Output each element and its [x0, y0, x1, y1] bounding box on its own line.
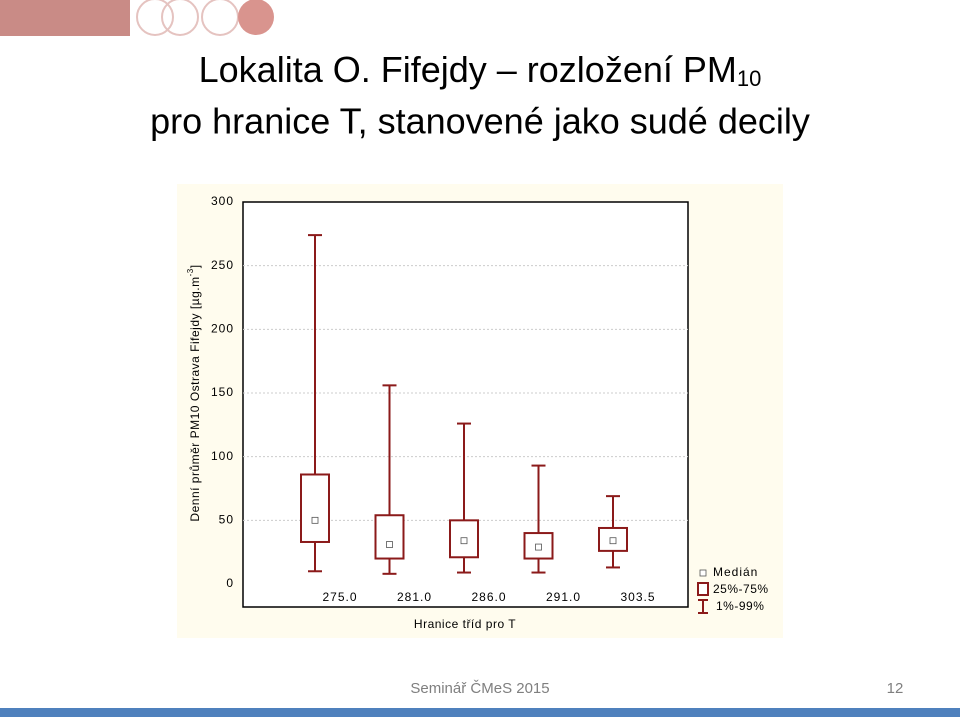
page-number: 12 [887, 680, 904, 697]
y-tick-label: 250 [211, 258, 234, 272]
y-tick-label: 300 [211, 194, 234, 208]
legend-label: 1%-99% [716, 599, 764, 613]
banner-circle [161, 0, 199, 36]
y-tick-label: 100 [211, 449, 234, 463]
box [523, 532, 554, 560]
x-tick-label: 303.5 [620, 590, 655, 604]
title-subscript: 10 [737, 66, 761, 91]
median [386, 541, 393, 548]
median [460, 537, 468, 545]
median [311, 516, 319, 524]
legend-median-icon [699, 569, 707, 577]
slide-title-line2: pro hranice T, stanovené jako sudé decil… [150, 101, 810, 142]
banner [0, 0, 960, 36]
x-tick-label: 286.0 [471, 590, 506, 604]
y-tick-label: 150 [211, 385, 234, 399]
y-label-text: Denní průměr PM10 Ostrava Fifejdy [µg.m [188, 276, 202, 521]
y-tick-label: 200 [211, 322, 234, 336]
y-axis-label: Denní průměr PM10 Ostrava Fifejdy [µg.m-… [186, 264, 202, 521]
box [300, 473, 330, 543]
x-tick-label: 281.0 [397, 590, 432, 604]
median [535, 543, 542, 551]
median [609, 537, 617, 545]
y-label-sup: -3 [186, 268, 195, 276]
legend-label: 25%-75% [713, 582, 769, 596]
slide-title: Lokalita O. Fifejdy – rozložení PM10 [199, 49, 762, 91]
y-label-end: ] [188, 264, 202, 268]
y-tick-label: 50 [219, 513, 234, 527]
x-tick-label: 291.0 [546, 590, 581, 604]
banner-circle [238, 0, 274, 35]
x-tick-label: 275.0 [322, 590, 357, 604]
banner-stripe [0, 0, 130, 36]
footer-text: Seminář ČMeS 2015 [410, 680, 549, 697]
legend-box-icon [697, 582, 709, 596]
y-tick-label: 0 [226, 576, 234, 590]
title-text: Lokalita O. Fifejdy – rozložení PM [199, 49, 737, 90]
x-axis-label: Hranice tříd pro T [414, 617, 516, 631]
footer-bar [0, 708, 960, 717]
box [374, 514, 405, 560]
legend-label: Medián [713, 565, 758, 579]
banner-circle [136, 0, 174, 36]
